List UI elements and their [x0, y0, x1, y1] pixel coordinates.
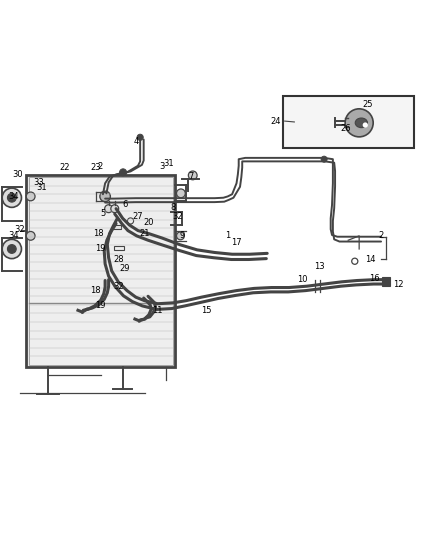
Text: 30: 30	[12, 170, 23, 179]
Text: 23: 23	[90, 164, 101, 173]
Circle shape	[2, 239, 21, 259]
Bar	[283, 96, 414, 148]
Text: 19: 19	[95, 302, 106, 310]
Bar	[114, 246, 124, 251]
Circle shape	[105, 205, 113, 213]
Text: 12: 12	[393, 279, 404, 288]
Circle shape	[363, 123, 368, 128]
Text: 4: 4	[133, 137, 138, 146]
Text: 14: 14	[365, 255, 375, 264]
Text: 31: 31	[36, 183, 47, 192]
Text: 19: 19	[95, 245, 106, 254]
Circle shape	[345, 109, 373, 137]
Bar	[112, 225, 121, 229]
Text: 2: 2	[378, 231, 384, 240]
Circle shape	[2, 188, 21, 207]
Text: 32: 32	[172, 212, 183, 221]
Text: 18: 18	[93, 229, 104, 238]
Circle shape	[100, 191, 110, 201]
Text: 26: 26	[341, 124, 351, 133]
Text: 34: 34	[8, 231, 18, 240]
Text: 22: 22	[60, 164, 70, 173]
Text: 15: 15	[201, 306, 211, 315]
Text: 34: 34	[8, 192, 18, 201]
Bar	[26, 174, 175, 367]
Circle shape	[321, 156, 327, 162]
Text: 32: 32	[113, 282, 124, 290]
Bar	[382, 278, 390, 286]
Text: 28: 28	[113, 255, 124, 264]
Text: 13: 13	[314, 262, 325, 271]
Circle shape	[120, 169, 127, 176]
Circle shape	[7, 245, 16, 253]
Text: 2: 2	[97, 162, 102, 171]
Circle shape	[137, 134, 143, 140]
Text: 18: 18	[90, 286, 101, 295]
Text: 33: 33	[33, 178, 44, 187]
Circle shape	[111, 205, 119, 213]
Text: 6: 6	[122, 200, 127, 209]
Ellipse shape	[355, 118, 367, 128]
Text: 7: 7	[188, 172, 193, 181]
Circle shape	[26, 192, 35, 201]
Text: 31: 31	[163, 159, 174, 168]
Circle shape	[7, 193, 16, 202]
Circle shape	[26, 231, 35, 240]
Circle shape	[177, 232, 184, 240]
Text: 24: 24	[271, 117, 281, 126]
Text: 8: 8	[171, 203, 176, 212]
Text: 10: 10	[297, 275, 307, 284]
Text: 29: 29	[120, 264, 130, 273]
Text: 17: 17	[231, 238, 242, 247]
Text: 20: 20	[144, 218, 154, 227]
Text: 1: 1	[225, 231, 230, 240]
Text: 16: 16	[369, 274, 380, 283]
Circle shape	[177, 189, 185, 198]
Bar	[29, 177, 173, 365]
Text: 32: 32	[14, 225, 25, 234]
Text: 27: 27	[133, 212, 143, 221]
Text: 25: 25	[363, 100, 373, 109]
Text: 11: 11	[152, 306, 163, 315]
Text: 3: 3	[159, 162, 165, 171]
Text: 21: 21	[139, 229, 150, 238]
Circle shape	[188, 171, 197, 180]
Text: 5: 5	[100, 208, 106, 217]
Text: 9: 9	[179, 231, 184, 240]
